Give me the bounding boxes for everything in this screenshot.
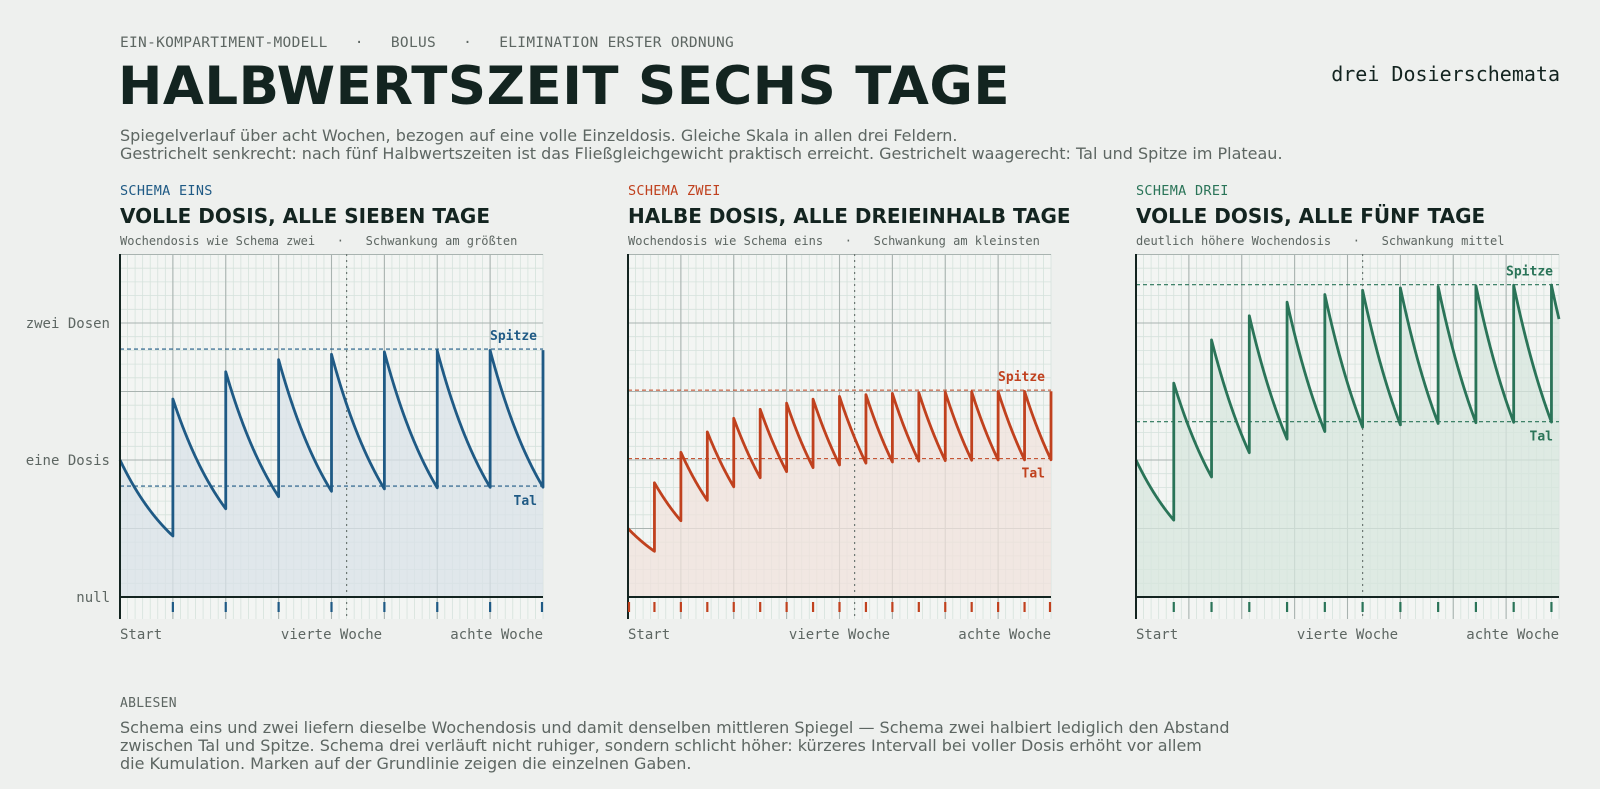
panel-3-note: deutlich höhere Wochendosis · Schwankung… <box>1136 234 1505 248</box>
peak-label: Spitze <box>998 370 1045 385</box>
y-tick-label: null <box>76 590 110 606</box>
x-tick-label: vierte Woche <box>1297 627 1398 643</box>
panel-head-2: SCHEMA ZWEI HALBE DOSIS, ALLE DREIEINHAL… <box>628 183 1071 248</box>
x-tick-label: Start <box>1136 627 1178 643</box>
trough-label: Tal <box>1022 467 1045 482</box>
chart-panel-1: Spitze Tal Start vierte Woche achte Woche <box>118 253 545 643</box>
header-kicker: EIN-KOMPARTIMENT-MODELL · BOLUS · ELIMIN… <box>120 35 735 51</box>
x-tick-label: Start <box>628 627 670 643</box>
panel-1-kicker: SCHEMA EINS <box>120 183 213 199</box>
trough-label: Tal <box>514 494 537 509</box>
header-subtitle: drei Dosierschemata <box>1331 62 1560 86</box>
peak-label: Spitze <box>490 329 537 344</box>
x-tick-label: vierte Woche <box>281 627 382 643</box>
series-area <box>1136 285 1559 597</box>
y-tick-label: eine Dosis <box>26 453 110 469</box>
chart-panel-2: Spitze Tal Start vierte Woche achte Woche <box>626 253 1053 643</box>
footer-line-1: Schema eins und zwei liefern dieselbe Wo… <box>120 718 1230 737</box>
series-line <box>626 389 1053 553</box>
series-line <box>118 348 545 538</box>
page-title: HALBWERTSZEIT SECHS TAGE <box>118 56 1011 117</box>
x-tick-label: Start <box>120 627 162 643</box>
panel-2-title: HALBE DOSIS, ALLE DREIEINHALB TAGE <box>628 204 1071 228</box>
panel-3-title: VOLLE DOSIS, ALLE FÜNF TAGE <box>1136 204 1486 228</box>
intro-line-2: Gestrichelt senkrecht: nach fünf Halbwer… <box>120 144 1283 163</box>
x-tick-label: achte Woche <box>450 627 543 643</box>
trough-label: Tal <box>1530 430 1553 445</box>
intro-line-1: Spiegelverlauf über acht Wochen, bezogen… <box>120 126 958 145</box>
x-tick-label: achte Woche <box>958 627 1051 643</box>
panel-2-note: Wochendosis wie Schema eins · Schwankung… <box>628 234 1040 248</box>
peak-label: Spitze <box>1506 265 1553 280</box>
footer-line-2: zwischen Tal und Spitze. Schema drei ver… <box>120 736 1202 755</box>
panel-head-1: SCHEMA EINS VOLLE DOSIS, ALLE SIEBEN TAG… <box>120 183 517 248</box>
panel-head-3: SCHEMA DREI VOLLE DOSIS, ALLE FÜNF TAGE … <box>1136 183 1504 248</box>
x-tick-label: achte Woche <box>1466 627 1559 643</box>
footer-label: ABLESEN <box>120 696 177 711</box>
panel-1-note: Wochendosis wie Schema zwei · Schwankung… <box>120 234 518 248</box>
panel-1-title: VOLLE DOSIS, ALLE SIEBEN TAGE <box>120 204 491 228</box>
x-tick-label: vierte Woche <box>789 627 890 643</box>
chart-panel-3: Spitze Tal Start vierte Woche achte Woche <box>1134 253 1561 643</box>
footer-line-3: die Kumulation. Marken auf der Grundlini… <box>120 754 692 773</box>
y-tick-label: zwei Dosen <box>26 316 110 332</box>
series-line <box>1134 283 1561 522</box>
panel-2-kicker: SCHEMA ZWEI <box>628 183 721 199</box>
panel-3-kicker: SCHEMA DREI <box>1136 183 1229 199</box>
